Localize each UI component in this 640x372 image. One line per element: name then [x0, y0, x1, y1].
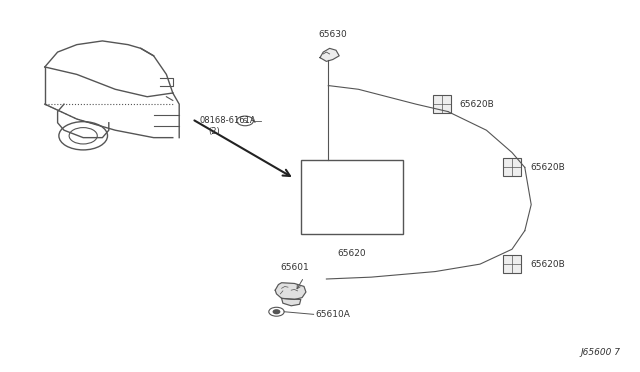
Text: 65620: 65620	[338, 249, 366, 258]
Text: 65620B: 65620B	[530, 260, 564, 269]
Text: 65610A: 65610A	[316, 310, 350, 319]
Polygon shape	[320, 48, 339, 61]
Bar	[433, 95, 451, 113]
Bar	[503, 158, 521, 176]
Text: 08168-6161A: 08168-6161A	[200, 116, 256, 125]
Bar	[301, 160, 403, 234]
Text: 65601: 65601	[280, 263, 308, 272]
Bar	[503, 255, 521, 273]
Text: (2): (2)	[208, 127, 220, 136]
Text: 65620B: 65620B	[530, 163, 564, 172]
Text: S: S	[243, 118, 247, 124]
Text: J65600 7: J65600 7	[581, 348, 621, 357]
Polygon shape	[282, 298, 301, 306]
Polygon shape	[275, 283, 306, 299]
Text: 65630: 65630	[319, 30, 347, 39]
Circle shape	[273, 310, 280, 314]
Text: 65620B: 65620B	[460, 100, 494, 109]
